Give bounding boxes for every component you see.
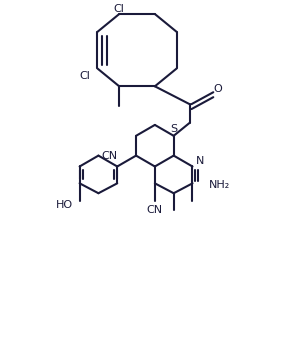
Text: CN: CN bbox=[101, 151, 117, 160]
Text: NH₂: NH₂ bbox=[209, 180, 231, 190]
Text: S: S bbox=[170, 124, 177, 134]
Text: HO: HO bbox=[55, 200, 73, 210]
Text: O: O bbox=[213, 84, 222, 94]
Text: N: N bbox=[196, 155, 204, 165]
Text: CN: CN bbox=[147, 205, 163, 215]
Text: Cl: Cl bbox=[80, 71, 91, 81]
Text: Cl: Cl bbox=[114, 4, 125, 14]
